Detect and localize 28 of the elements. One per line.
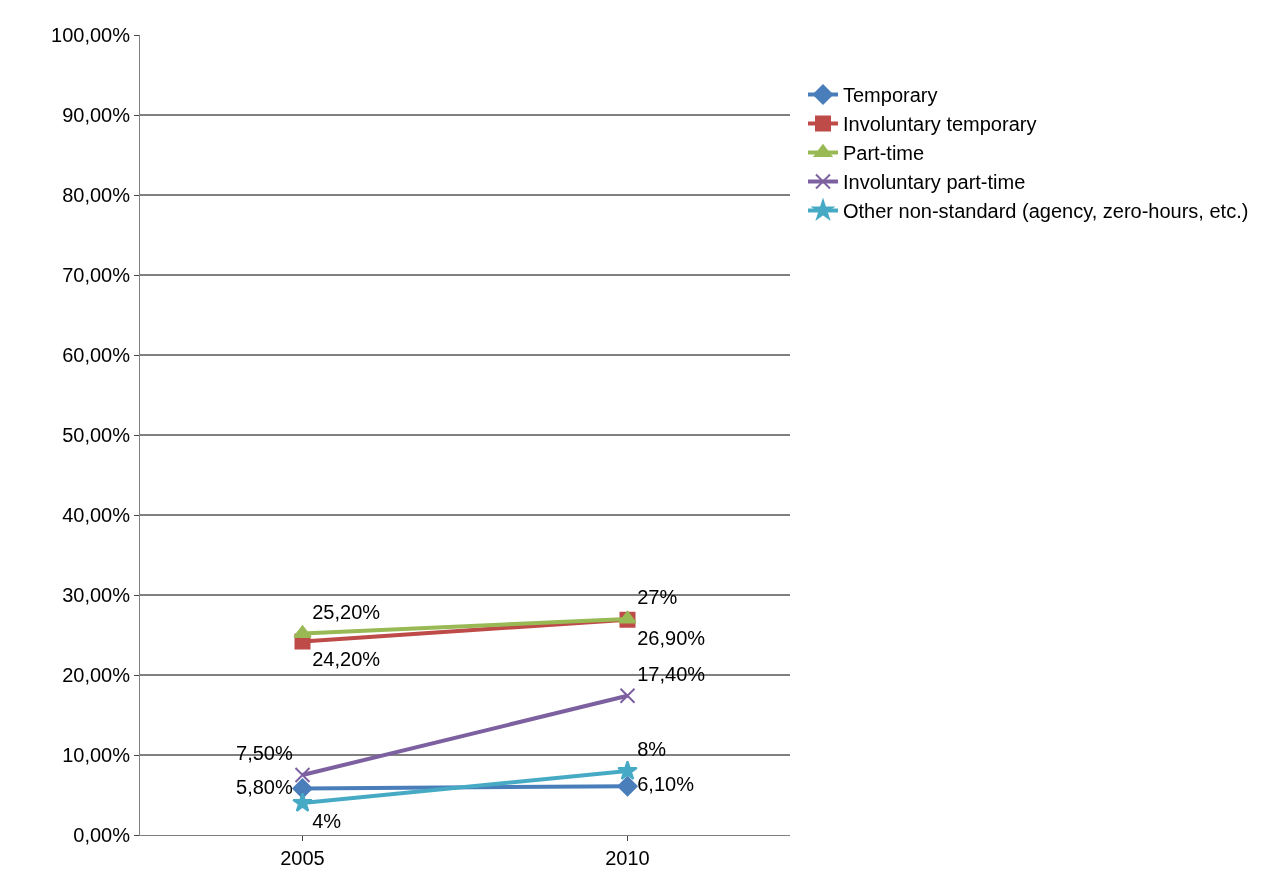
legend-label: Other non-standard (agency, zero-hours, etc.) [843, 200, 1249, 223]
data-label: 7,50% [236, 742, 293, 765]
data-label: 6,10% [637, 773, 695, 796]
data-label: 25,20% [312, 600, 381, 623]
data-label: 4% [312, 809, 342, 832]
y-tick-label: 80,00% [62, 184, 131, 206]
data-label: 17,40% [637, 663, 706, 686]
legend-label: Part-time [843, 142, 925, 165]
y-tick-label: 70,00% [62, 264, 131, 286]
y-tick-label: 40,00% [62, 504, 131, 526]
data-label: 26,90% [637, 626, 706, 649]
y-tick-label: 90,00% [62, 104, 131, 126]
data-label: 8% [637, 738, 667, 761]
data-label: 5,80% [236, 775, 293, 798]
data-label: 24,20% [312, 648, 381, 671]
y-tick-label: 60,00% [62, 344, 131, 366]
legend-label: Temporary [843, 84, 938, 107]
y-tick-label: 20,00% [62, 664, 131, 686]
y-tick-label: 100,00% [51, 24, 131, 46]
x-tick-label: 2010 [605, 847, 650, 869]
legend-label: Involuntary part-time [843, 171, 1026, 194]
y-tick-label: 50,00% [62, 424, 131, 446]
y-tick-label: 0,00% [73, 824, 131, 846]
y-tick-label: 30,00% [62, 584, 131, 606]
y-tick-label: 10,00% [62, 744, 131, 766]
x-tick-label: 2005 [280, 847, 325, 869]
data-label: 27% [637, 586, 678, 609]
legend-label: Involuntary temporary [843, 113, 1037, 136]
